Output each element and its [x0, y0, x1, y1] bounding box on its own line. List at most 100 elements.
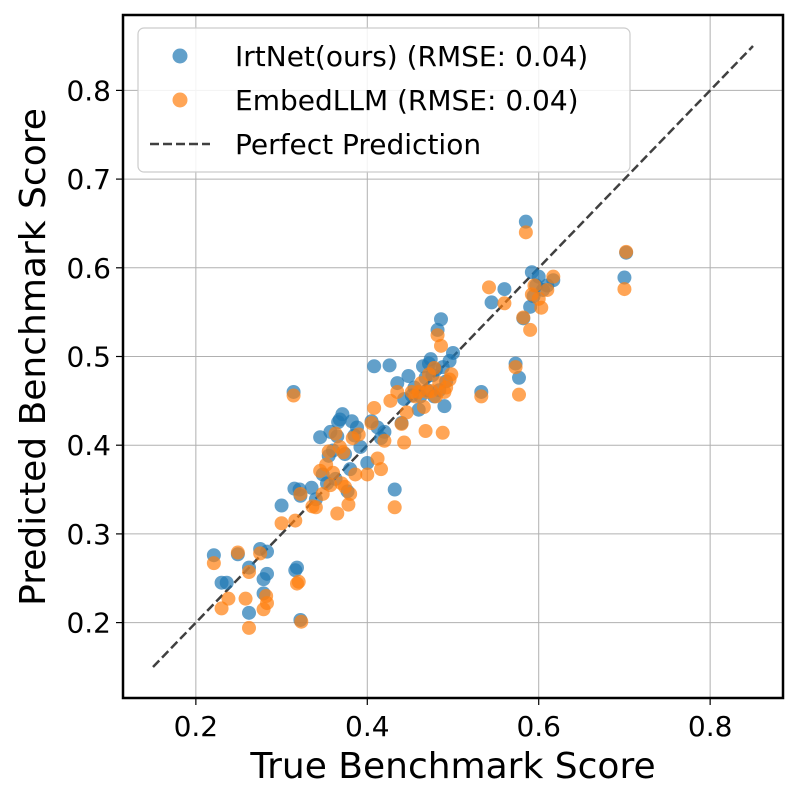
data-point [619, 244, 634, 259]
data-point [260, 596, 274, 611]
data-point [430, 328, 445, 343]
data-point [446, 345, 460, 360]
data-point [497, 282, 512, 297]
data-point [323, 478, 338, 493]
x-tick-label: 0.8 [688, 710, 733, 743]
data-point [534, 300, 549, 315]
x-tick-label: 0.4 [345, 710, 390, 743]
data-point [399, 405, 414, 420]
data-point [518, 225, 533, 240]
data-point [367, 400, 382, 415]
data-point [274, 516, 289, 531]
data-point [328, 426, 343, 441]
data-point [313, 430, 328, 445]
data-point [242, 565, 256, 580]
x-tick-label: 0.2 [174, 710, 219, 743]
data-point [304, 480, 319, 495]
data-point [336, 445, 351, 460]
data-point [512, 387, 526, 402]
data-point [326, 465, 340, 480]
y-tick-label: 0.2 [66, 607, 111, 640]
data-point [397, 435, 412, 450]
data-point [497, 296, 512, 311]
data-point [474, 389, 489, 404]
data-point [516, 310, 531, 325]
data-point [437, 399, 452, 414]
y-axis-title: Predicted Benchmark Score [13, 108, 54, 606]
data-point [330, 506, 345, 521]
y-tick-label: 0.7 [66, 163, 111, 196]
data-point [527, 278, 542, 293]
data-point [617, 270, 632, 285]
data-point [508, 360, 523, 375]
data-point [274, 498, 289, 513]
data-point [364, 416, 379, 431]
data-point [418, 424, 433, 439]
data-point [540, 282, 555, 297]
data-point [482, 280, 496, 295]
legend-label-perfect-prediction: Perfect Prediction [235, 128, 481, 161]
data-point [444, 367, 459, 382]
y-tick-label: 0.3 [66, 518, 111, 551]
data-point [434, 338, 448, 353]
data-point [260, 566, 274, 581]
data-point [360, 467, 375, 482]
data-point [427, 361, 442, 376]
data-point [242, 605, 256, 620]
data-point [546, 269, 561, 284]
legend-label-irtnet: IrtNet(ours) (RMSE: 0.04) [235, 40, 588, 73]
data-point [230, 545, 245, 560]
data-point [286, 388, 301, 403]
data-point [343, 486, 358, 501]
data-point [367, 359, 382, 374]
data-point [416, 400, 431, 415]
data-point [242, 620, 256, 635]
data-point [374, 462, 388, 477]
y-tick-label: 0.4 [66, 429, 111, 462]
data-point [291, 574, 306, 589]
data-point [518, 214, 533, 229]
data-point [382, 358, 397, 373]
data-point [253, 546, 268, 561]
legend-frame [137, 27, 631, 173]
data-point [321, 444, 336, 459]
data-point [370, 451, 385, 466]
legend-marker-embedllm [172, 92, 188, 108]
data-point [206, 556, 221, 571]
data-point [390, 384, 405, 399]
x-axis-title: True Benchmark Score [249, 746, 655, 787]
plot-frame [121, 13, 785, 700]
axis-ticks: 0.2 0.4 0.6 0.8 0.2 0.3 0.4 0.5 0.6 0.7 0.8 [66, 74, 732, 743]
data-point [394, 416, 409, 431]
legend: IrtNet(ours) (RMSE: 0.04) EmbedLLM (RMSE… [137, 27, 631, 173]
data-point [377, 433, 392, 448]
legend-marker-irtnet [172, 48, 188, 64]
y-tick-label: 0.5 [66, 341, 111, 374]
data-point [348, 467, 363, 482]
data-point [387, 500, 402, 515]
data-point [288, 513, 303, 528]
data-point [219, 575, 234, 590]
x-tick-label: 0.6 [516, 710, 561, 743]
data-point [221, 591, 236, 606]
y-tick-label: 0.6 [66, 252, 111, 285]
data-point [401, 369, 416, 384]
data-point [293, 486, 308, 501]
data-point [214, 601, 229, 616]
data-point [387, 482, 402, 497]
data-point [435, 425, 450, 440]
y-tick-label: 0.8 [66, 74, 111, 107]
data-point [523, 322, 538, 337]
data-point [434, 312, 448, 327]
data-point [341, 497, 356, 512]
data-point [512, 370, 526, 385]
data-points-layer [206, 214, 634, 635]
data-point [308, 500, 323, 515]
data-point [484, 295, 499, 310]
data-point [290, 560, 304, 575]
legend-label-embedllm: EmbedLLM (RMSE: 0.04) [235, 84, 579, 117]
data-point [294, 614, 309, 629]
data-point [238, 591, 253, 606]
series-embedllm [206, 225, 634, 635]
